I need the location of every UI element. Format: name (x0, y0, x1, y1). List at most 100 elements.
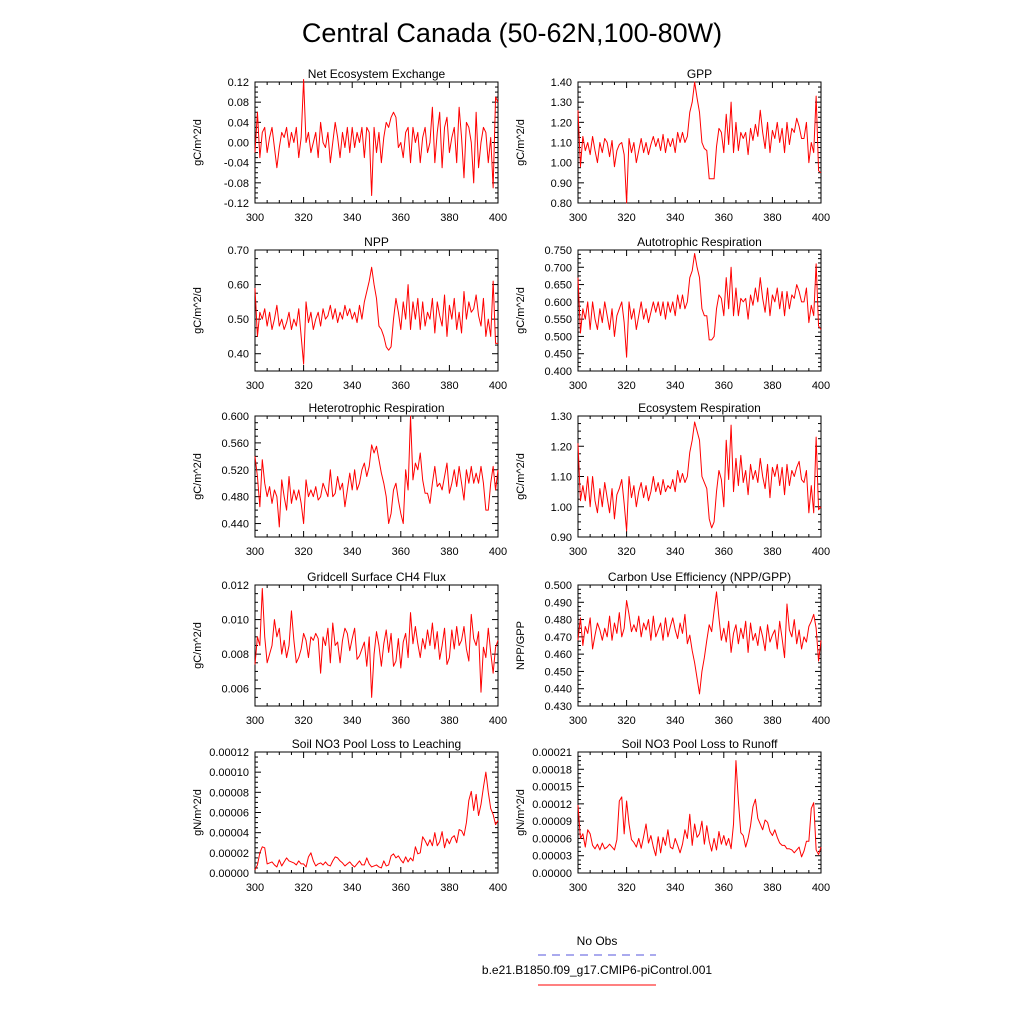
panel-title: Soil NO3 Pool Loss to Leaching (292, 737, 461, 751)
x-tick-label: 300 (246, 546, 264, 558)
x-tick-label: 360 (392, 380, 410, 392)
panel-soil-no3-pool-loss-to-runoff: Soil NO3 Pool Loss to Runoff 300 320 340 360… (515, 737, 830, 894)
panel-carbon-use-efficiency-npp-gpp: Carbon Use Efficiency (NPP/GPP) 300 320 340… (515, 570, 830, 727)
series-line (577, 760, 822, 858)
y-tick-label: 0.700 (544, 262, 572, 274)
x-tick-label: 320 (617, 715, 635, 727)
y-tick-label: 0.650 (544, 280, 572, 292)
x-tick-label: 360 (392, 882, 410, 894)
x-tick-label: 360 (715, 212, 733, 224)
x-tick-label: 340 (666, 380, 684, 392)
plot-frame (254, 415, 499, 538)
y-tick-label: 0.04 (228, 117, 249, 129)
y-tick-label: 0.00018 (532, 764, 572, 776)
panel-heterotrophic-respiration: Heterotrophic Respiration 300 320 340 360 380… (192, 401, 507, 558)
x-tick-label: 360 (715, 380, 733, 392)
x-tick-label: 400 (489, 212, 507, 224)
x-tick-label: 300 (569, 212, 587, 224)
series-line (254, 587, 499, 698)
y-tick-label: 0.00000 (209, 868, 249, 880)
y-axis-label: gC/m^2/d (192, 287, 204, 334)
y-tick-label: 1.30 (551, 97, 572, 109)
y-tick-label: 1.40 (551, 77, 572, 89)
y-tick-label: 0.80 (551, 198, 572, 210)
y-tick-label: 0.470 (544, 632, 572, 644)
y-axis-label: NPP/GPP (515, 621, 527, 670)
y-tick-label: 0.490 (544, 597, 572, 609)
x-tick-label: 380 (440, 882, 458, 894)
y-tick-label: 0.450 (544, 349, 572, 361)
x-tick-label: 400 (812, 212, 830, 224)
panel-title: Net Ecosystem Exchange (308, 67, 446, 81)
y-tick-label: 0.60 (228, 280, 249, 292)
x-tick-label: 340 (666, 882, 684, 894)
panel-ecosystem-respiration: Ecosystem Respiration 300 320 340 360 380 400 0… (515, 401, 830, 558)
x-tick-label: 400 (489, 380, 507, 392)
legend-label-model: b.e21.B1850.f09_g17.CMIP6-piControl.001 (482, 963, 712, 977)
x-tick-label: 340 (343, 882, 361, 894)
x-tick-label: 380 (763, 212, 781, 224)
x-tick-label: 400 (812, 546, 830, 558)
y-tick-label: 0.70 (228, 245, 249, 257)
x-tick-label: 380 (763, 546, 781, 558)
x-tick-label: 320 (617, 546, 635, 558)
x-tick-label: 320 (617, 380, 635, 392)
y-tick-label: 0.90 (551, 532, 572, 544)
x-tick-label: 380 (440, 212, 458, 224)
x-tick-label: 380 (763, 380, 781, 392)
y-tick-label: 0.00021 (532, 747, 572, 759)
y-tick-label: 0.00012 (532, 799, 572, 811)
y-tick-label: 0.006 (221, 684, 249, 696)
y-axis-label: gC/m^2/d (192, 453, 204, 500)
x-tick-label: 300 (246, 380, 264, 392)
y-tick-label: 0.480 (544, 615, 572, 627)
y-tick-label: 0.00003 (532, 851, 572, 863)
y-tick-label: 0.600 (544, 297, 572, 309)
x-tick-label: 360 (392, 212, 410, 224)
y-tick-label: 0.12 (228, 77, 249, 89)
y-tick-label: 0.440 (221, 519, 249, 531)
y-axis-label: gN/m^2/d (515, 789, 527, 836)
panel-soil-no3-pool-loss-to-leaching: Soil NO3 Pool Loss to Leaching 300 320 340 3… (192, 737, 507, 894)
panel-title: NPP (364, 235, 389, 249)
panel-autotrophic-respiration: Autotrophic Respiration 300 320 340 360 380 40… (515, 235, 830, 392)
panel-gridcell-surface-ch4-flux: Gridcell Surface CH4 Flux 300 320 340 360 380… (192, 570, 507, 727)
plot-frame (577, 751, 822, 874)
legend-label-no-obs: No Obs (577, 934, 618, 948)
y-tick-label: 1.30 (551, 411, 572, 423)
x-tick-label: 400 (489, 546, 507, 558)
panel-title: Ecosystem Respiration (638, 401, 761, 415)
y-tick-label: 0.460 (544, 649, 572, 661)
plot-frame (577, 584, 822, 707)
panel-npp: NPP 300 320 340 360 380 400 0.40 0.50 0.60 0.70 gC/… (192, 235, 507, 392)
y-tick-label: 0.90 (551, 178, 572, 190)
x-tick-label: 400 (489, 882, 507, 894)
x-tick-label: 360 (392, 715, 410, 727)
plot-frame (254, 584, 499, 707)
y-tick-label: 0.50 (228, 314, 249, 326)
panel-title: Heterotrophic Respiration (308, 401, 444, 415)
x-tick-label: 300 (569, 882, 587, 894)
series-line (577, 252, 822, 358)
x-tick-label: 320 (617, 882, 635, 894)
y-tick-label: -0.04 (224, 158, 249, 170)
panel-gpp: GPP 300 320 340 360 380 400 0.80 0.90 1.00 1.10 1.2… (515, 67, 830, 224)
x-tick-label: 360 (715, 546, 733, 558)
x-tick-label: 320 (294, 212, 312, 224)
x-tick-label: 320 (294, 546, 312, 558)
x-tick-label: 300 (569, 380, 587, 392)
x-tick-label: 360 (392, 546, 410, 558)
x-tick-label: 300 (569, 546, 587, 558)
panel-title: Carbon Use Efficiency (NPP/GPP) (608, 570, 791, 584)
y-tick-label: -0.08 (224, 178, 249, 190)
x-tick-label: 340 (343, 380, 361, 392)
y-tick-label: 1.00 (551, 158, 572, 170)
y-tick-label: 1.00 (551, 502, 572, 514)
x-tick-label: 340 (343, 212, 361, 224)
y-tick-label: 0.430 (544, 701, 572, 713)
x-tick-label: 380 (440, 546, 458, 558)
y-axis-label: gC/m^2/d (192, 119, 204, 166)
plot-frame (254, 751, 499, 874)
x-tick-label: 340 (666, 715, 684, 727)
